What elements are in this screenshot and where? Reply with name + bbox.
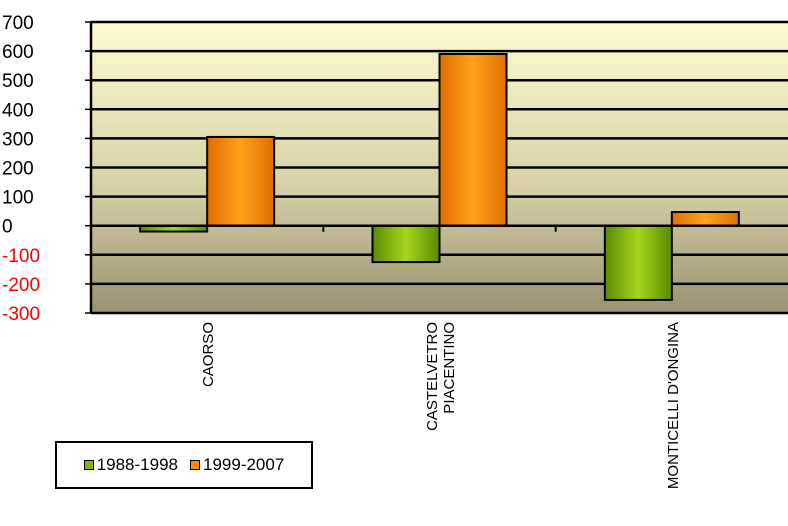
x-category-label: MONTICELLI D'ONGINA (665, 322, 682, 489)
bar-1999-2007-2 (670, 211, 740, 227)
legend-swatch (190, 460, 200, 470)
y-tick-label: 200 (2, 159, 34, 180)
bar-1988-1998-2 (603, 224, 673, 301)
x-category-label: PIACENTINO (441, 322, 458, 414)
legend-item: 1988-1998 (83, 455, 178, 475)
x-category-label: CASTELVETRO (424, 322, 441, 431)
x-category-label: CAORSO (200, 322, 217, 387)
y-tick-label: -300 (2, 304, 40, 325)
legend-swatch (83, 460, 94, 470)
y-tick-label: 300 (2, 129, 34, 150)
bar-1999-2007-0 (206, 135, 276, 227)
legend-item: 1999-2007 (190, 455, 284, 475)
y-tick-label: -200 (2, 275, 40, 296)
y-tick-label: 500 (2, 71, 34, 92)
legend-label: 1999-2007 (203, 455, 285, 474)
bar-1999-2007-1 (438, 53, 508, 227)
y-tick-label: -100 (2, 246, 40, 267)
y-tick-label: 600 (2, 42, 34, 63)
y-tick-label: 400 (2, 100, 34, 121)
y-tick-label: 700 (2, 13, 34, 34)
bar-1988-1998-1 (371, 224, 441, 264)
legend-label: 1988-1998 (96, 455, 178, 474)
y-tick-label: 0 (2, 217, 13, 238)
legend: 1988-1998 1999-2007 (55, 441, 313, 489)
y-tick-label: 100 (2, 188, 34, 209)
